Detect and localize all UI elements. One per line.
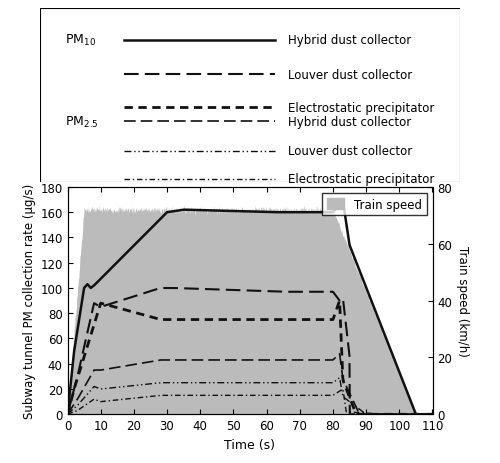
Text: Louver dust collector: Louver dust collector: [288, 145, 412, 158]
Text: PM$_{2.5}$: PM$_{2.5}$: [65, 114, 99, 130]
Text: PM$_{10}$: PM$_{10}$: [65, 33, 96, 48]
Y-axis label: Train speed (km/h): Train speed (km/h): [456, 246, 469, 356]
Legend: Train speed: Train speed: [322, 194, 426, 216]
X-axis label: Time (s): Time (s): [224, 438, 276, 450]
Text: Hybrid dust collector: Hybrid dust collector: [288, 116, 411, 129]
Text: Hybrid dust collector: Hybrid dust collector: [288, 34, 411, 47]
Y-axis label: Subway tunnel PM collection rate (μg/s): Subway tunnel PM collection rate (μg/s): [23, 183, 36, 419]
Text: Louver dust collector: Louver dust collector: [288, 69, 412, 82]
Text: Electrostatic precipitator: Electrostatic precipitator: [288, 173, 434, 186]
Text: Electrostatic precipitator: Electrostatic precipitator: [288, 102, 434, 115]
